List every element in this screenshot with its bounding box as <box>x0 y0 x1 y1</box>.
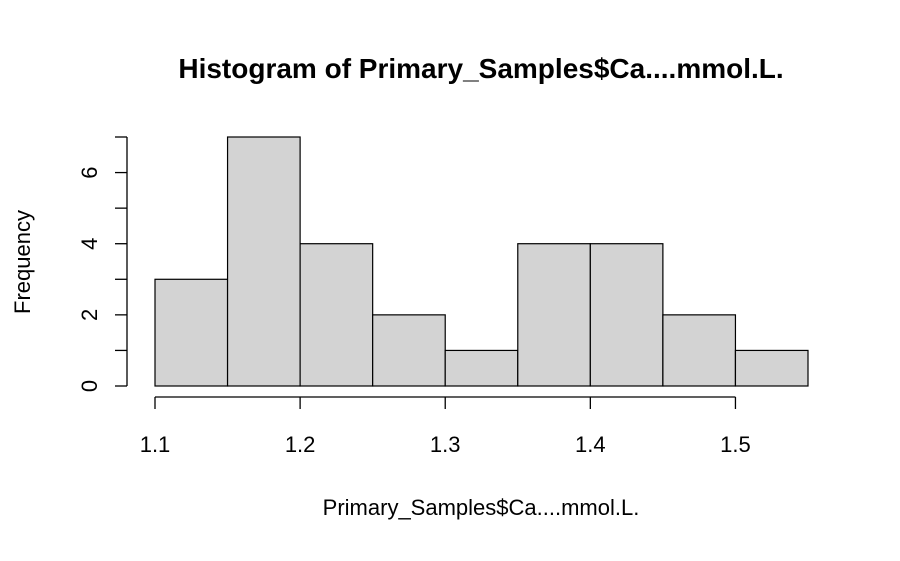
x-tick-label-3: 1.4 <box>575 432 606 457</box>
histogram-bar-4 <box>372 314 446 387</box>
x-axis: 1.1 1.2 1.3 1.4 1.5 <box>140 396 751 457</box>
y-tick-label-0: 0 <box>77 380 102 392</box>
chart-title: Histogram of Primary_Samples$Ca....mmol.… <box>178 53 783 84</box>
histogram-bar-7 <box>589 243 664 387</box>
x-tick-label-0: 1.1 <box>140 432 171 457</box>
histogram-bar-6 <box>517 243 591 387</box>
histogram-bar-8 <box>662 314 737 387</box>
x-axis-label: Primary_Samples$Ca....mmol.L. <box>323 495 640 520</box>
y-axis: 0 2 4 6 <box>77 136 128 392</box>
bars-layer <box>154 136 809 387</box>
x-tick-label-1: 1.2 <box>285 432 316 457</box>
histogram-bar-5 <box>444 349 519 387</box>
histogram-bar-3 <box>299 243 374 387</box>
y-tick-label-3: 6 <box>77 166 102 178</box>
y-axis-label: Frequency <box>10 210 35 314</box>
histogram-bar-1 <box>154 278 229 387</box>
x-tick-label-2: 1.3 <box>430 432 461 457</box>
x-tick-label-4: 1.5 <box>720 432 751 457</box>
histogram-bar-9 <box>734 349 809 387</box>
histogram-bar-2 <box>226 136 301 387</box>
y-tick-label-1: 2 <box>77 309 102 321</box>
y-tick-label-2: 4 <box>77 238 102 250</box>
